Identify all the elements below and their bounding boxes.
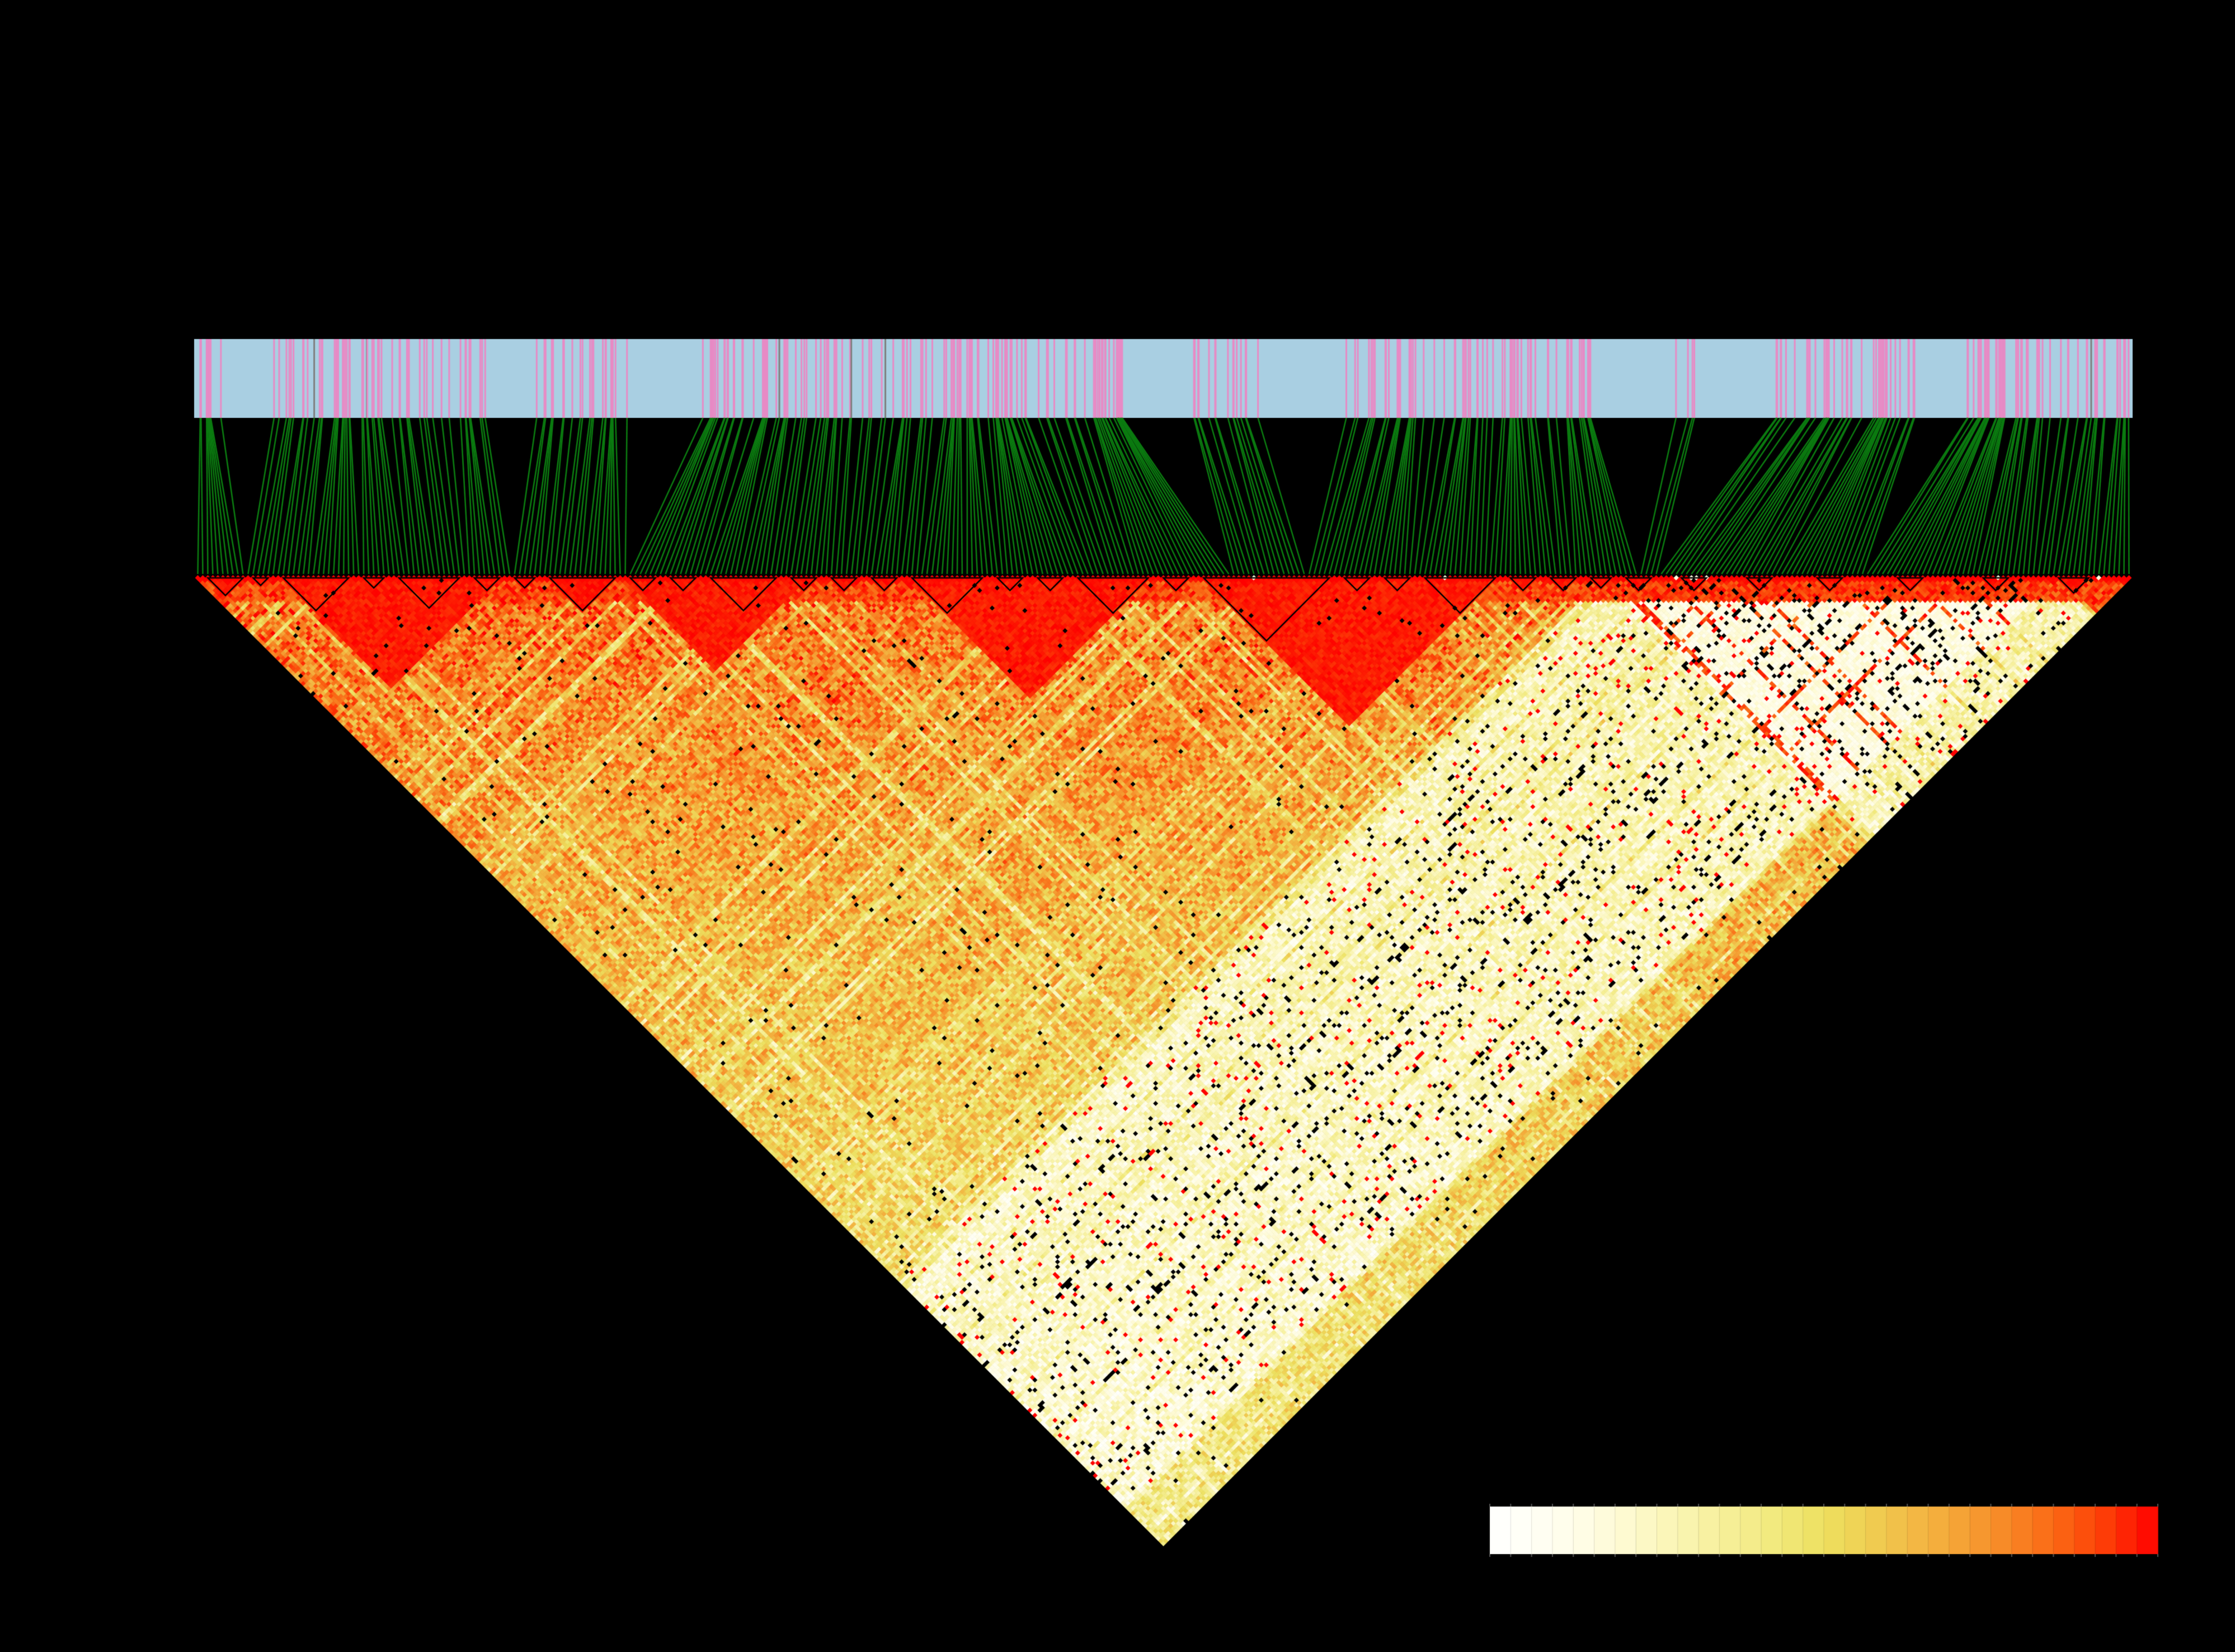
ld-heatmap-figure <box>0 0 2235 1652</box>
ld-heatmap-canvas <box>0 0 2235 1652</box>
